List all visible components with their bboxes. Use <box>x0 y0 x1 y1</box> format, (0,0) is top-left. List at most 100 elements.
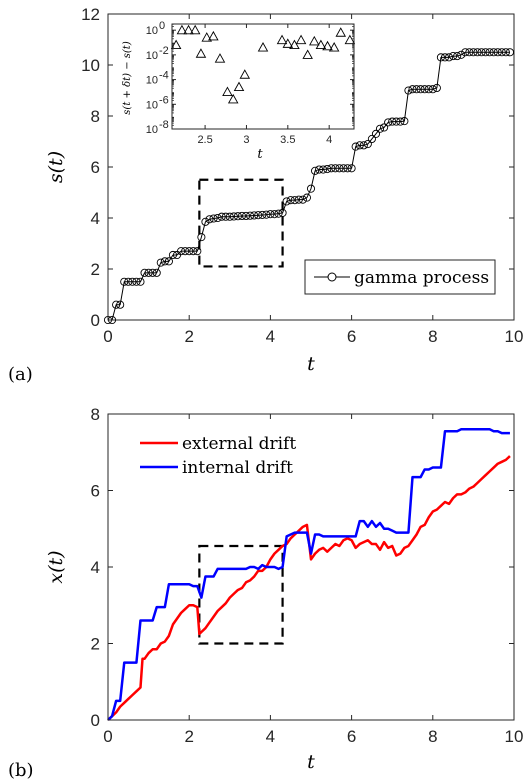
x-tick-label: 10 <box>505 727 524 746</box>
data-point <box>323 164 332 174</box>
y-tick-label: 10 <box>81 56 100 75</box>
data-point <box>294 195 303 204</box>
inset-triangle-point <box>315 39 327 50</box>
inset-triangle-point <box>214 53 226 63</box>
data-point <box>221 212 230 221</box>
inset-triangle-point <box>208 30 219 41</box>
data-point <box>351 142 360 151</box>
data-point <box>432 83 441 92</box>
data-point <box>201 217 210 226</box>
data-point <box>449 52 458 61</box>
data-point <box>266 210 275 219</box>
y-tick-label: 8 <box>91 107 100 126</box>
data-point <box>132 277 141 286</box>
panel-a-label: (a) <box>8 364 33 385</box>
data-point <box>140 268 149 277</box>
data-point <box>339 164 348 173</box>
y-tick-label: 2 <box>91 635 100 654</box>
data-point <box>311 166 320 175</box>
legend-label-external: external drift <box>182 434 296 454</box>
data-point <box>436 53 445 62</box>
data-point <box>416 85 425 94</box>
data-point <box>453 52 462 61</box>
panel-b-legend: external drift internal drift <box>140 434 296 478</box>
panel-b-plot <box>107 428 511 721</box>
legend-label-gamma: gamma process <box>354 268 489 288</box>
data-point <box>189 247 198 256</box>
inset-x-tick-label: 2.5 <box>197 134 212 146</box>
x-tick-label: 2 <box>184 327 193 346</box>
x-tick-label: 0 <box>103 327 112 346</box>
data-point <box>128 277 137 286</box>
inset-y-tick-exponent: -2 <box>159 45 169 57</box>
panel-a-xlabel: t <box>307 353 315 375</box>
data-point <box>327 164 336 173</box>
inset-triangle-point <box>257 42 269 52</box>
inset-y-tick-label: 10 <box>146 50 158 62</box>
data-point <box>420 85 429 94</box>
data-point <box>148 268 157 277</box>
data-point <box>258 210 267 219</box>
y-tick-label: 6 <box>91 158 100 177</box>
x-tick-label: 8 <box>428 727 437 746</box>
legend-marker-gamma <box>327 272 337 282</box>
panel-b-ticks: 0 2 4 6 8 10 0 2 4 6 8 <box>91 405 524 746</box>
data-point <box>213 213 222 223</box>
legend-label-internal: internal drift <box>182 458 293 478</box>
inset-triangle-point <box>322 40 333 51</box>
inset-triangle-point <box>282 38 294 48</box>
data-point <box>298 195 307 204</box>
y-tick-label: 8 <box>91 405 100 424</box>
data-point <box>120 277 129 286</box>
data-point <box>229 212 238 221</box>
data-point <box>197 233 206 242</box>
data-point <box>270 210 279 219</box>
data-point <box>347 164 356 173</box>
data-point <box>274 209 283 218</box>
data-point <box>473 48 482 57</box>
data-point <box>156 258 165 267</box>
data-point <box>371 129 381 138</box>
inset-triangle-point <box>289 39 300 50</box>
x-tick-label: 4 <box>266 727 275 746</box>
data-point <box>412 85 421 94</box>
y-tick-label: 6 <box>91 482 100 501</box>
data-point <box>250 211 259 220</box>
inset-triangle-point <box>183 24 194 35</box>
data-point <box>282 197 291 206</box>
data-point <box>363 139 372 149</box>
inset-triangle-point <box>335 27 347 37</box>
inset-y-tick-exponent: -4 <box>159 70 169 82</box>
data-point <box>262 210 271 219</box>
inset-triangle-point <box>195 48 207 58</box>
data-point <box>233 212 242 221</box>
inset-y-tick-label: 10 <box>146 124 158 136</box>
x-tick-label: 6 <box>347 327 356 346</box>
data-point <box>306 184 316 193</box>
data-point <box>160 257 169 266</box>
inset-x-tick-label: 3 <box>243 134 249 146</box>
data-point <box>319 165 328 174</box>
inset-y-tick-exponent: -6 <box>159 94 169 106</box>
data-point <box>367 134 376 143</box>
y-tick-label: 4 <box>91 558 100 577</box>
data-point <box>481 48 490 57</box>
inset-y-tick-label: 10 <box>146 99 158 111</box>
data-point <box>444 53 454 62</box>
data-point <box>112 300 121 309</box>
data-point <box>241 211 251 221</box>
x-tick-label: 0 <box>103 727 112 746</box>
panel-b-xlabel: t <box>307 751 315 773</box>
inset-triangle-point <box>276 34 288 45</box>
data-point <box>302 193 311 202</box>
inset-x-tick-label: 4 <box>326 134 332 146</box>
y-tick-label: 0 <box>91 711 100 730</box>
inset-y-tick-exponent: -8 <box>159 119 169 131</box>
x-tick-label: 6 <box>347 727 356 746</box>
data-point <box>392 117 401 126</box>
x-tick-label: 10 <box>505 327 524 346</box>
inset-triangle-point <box>344 34 356 45</box>
